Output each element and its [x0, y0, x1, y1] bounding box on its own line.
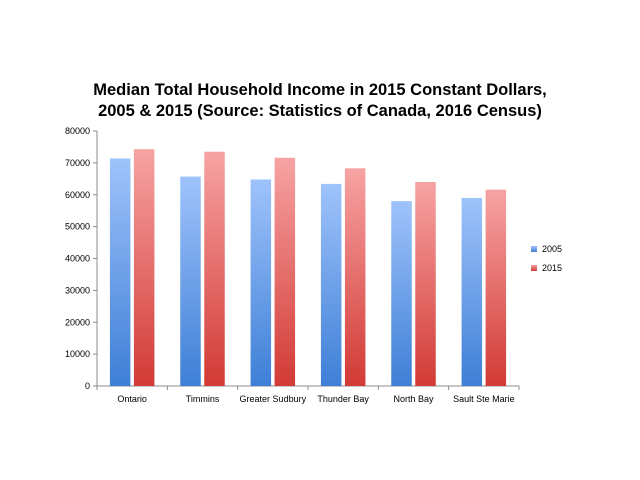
y-axis: 0 10000 20000 30000 40000 50000 60000 70000 8000… — [65, 126, 98, 391]
chart-title-line-1: Median Total Household Income in 2015 Co… — [93, 81, 547, 99]
bar-2015-thunder-bay — [344, 168, 366, 386]
y-tick-label: 50000 — [65, 222, 90, 232]
x-tick-label: Thunder Bay — [317, 394, 369, 404]
x-tick-label: Greater Sudbury — [240, 394, 307, 404]
bar-2015-greater-sudbury — [274, 157, 296, 386]
x-tick-label: Ontario — [117, 394, 147, 404]
bars — [109, 149, 507, 386]
y-tick-label: 70000 — [65, 158, 90, 168]
bar-2005-greater-sudbury — [250, 179, 272, 386]
legend-label-2015: 2015 — [542, 263, 562, 273]
y-tick-label: 10000 — [65, 349, 90, 359]
x-tick-label: Sault Ste Marie — [453, 394, 515, 404]
bar-2005-north-bay — [391, 201, 412, 386]
x-tick-label: Timmins — [186, 394, 220, 404]
bar-2015-timmins — [204, 151, 225, 386]
bar-2015-ontario — [133, 149, 155, 386]
bar-2015-north-bay — [415, 182, 436, 386]
chart-title: Median Total Household Income in 2015 Co… — [0, 80, 640, 122]
legend: 2005 2015 — [531, 244, 562, 273]
bar-2005-thunder-bay — [320, 183, 342, 386]
legend-swatch-2015 — [531, 265, 537, 271]
bar-2005-ontario — [109, 158, 131, 386]
x-tick-label: North Bay — [393, 394, 434, 404]
y-tick-label: 30000 — [65, 285, 90, 295]
y-tick-label: 40000 — [65, 254, 90, 264]
legend-label-2005: 2005 — [542, 244, 562, 254]
y-tick-label: 0 — [85, 381, 90, 391]
y-tick-label: 60000 — [65, 190, 90, 200]
bar-2005-timmins — [180, 176, 201, 386]
bar-2015-sault-ste-marie — [485, 189, 507, 386]
legend-swatch-2005 — [531, 246, 537, 252]
bar-2005-sault-ste-marie — [461, 197, 483, 386]
y-tick-label: 80000 — [65, 126, 90, 136]
x-axis: Ontario Timmins Greater Sudbury Thunder Bay… — [96, 385, 520, 404]
y-tick-label: 20000 — [65, 317, 90, 327]
chart-title-line-2: 2005 & 2015 (Source: Statistics of Canad… — [98, 102, 542, 120]
